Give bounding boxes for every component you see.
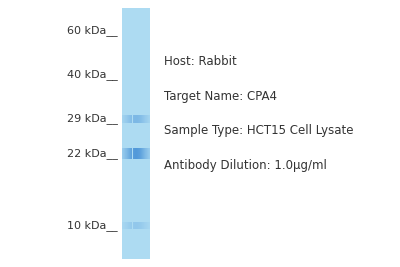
Text: Host: Rabbit: Host: Rabbit — [164, 55, 237, 68]
Text: 22 kDa__: 22 kDa__ — [67, 148, 118, 159]
Text: 60 kDa__: 60 kDa__ — [67, 25, 118, 36]
Text: 29 kDa__: 29 kDa__ — [67, 113, 118, 124]
Text: 40 kDa__: 40 kDa__ — [67, 69, 118, 80]
Text: Antibody Dilution: 1.0μg/ml: Antibody Dilution: 1.0μg/ml — [164, 159, 327, 172]
Text: 10 kDa__: 10 kDa__ — [67, 220, 118, 231]
Text: Sample Type: HCT15 Cell Lysate: Sample Type: HCT15 Cell Lysate — [164, 124, 354, 137]
Text: Target Name: CPA4: Target Name: CPA4 — [164, 90, 277, 103]
